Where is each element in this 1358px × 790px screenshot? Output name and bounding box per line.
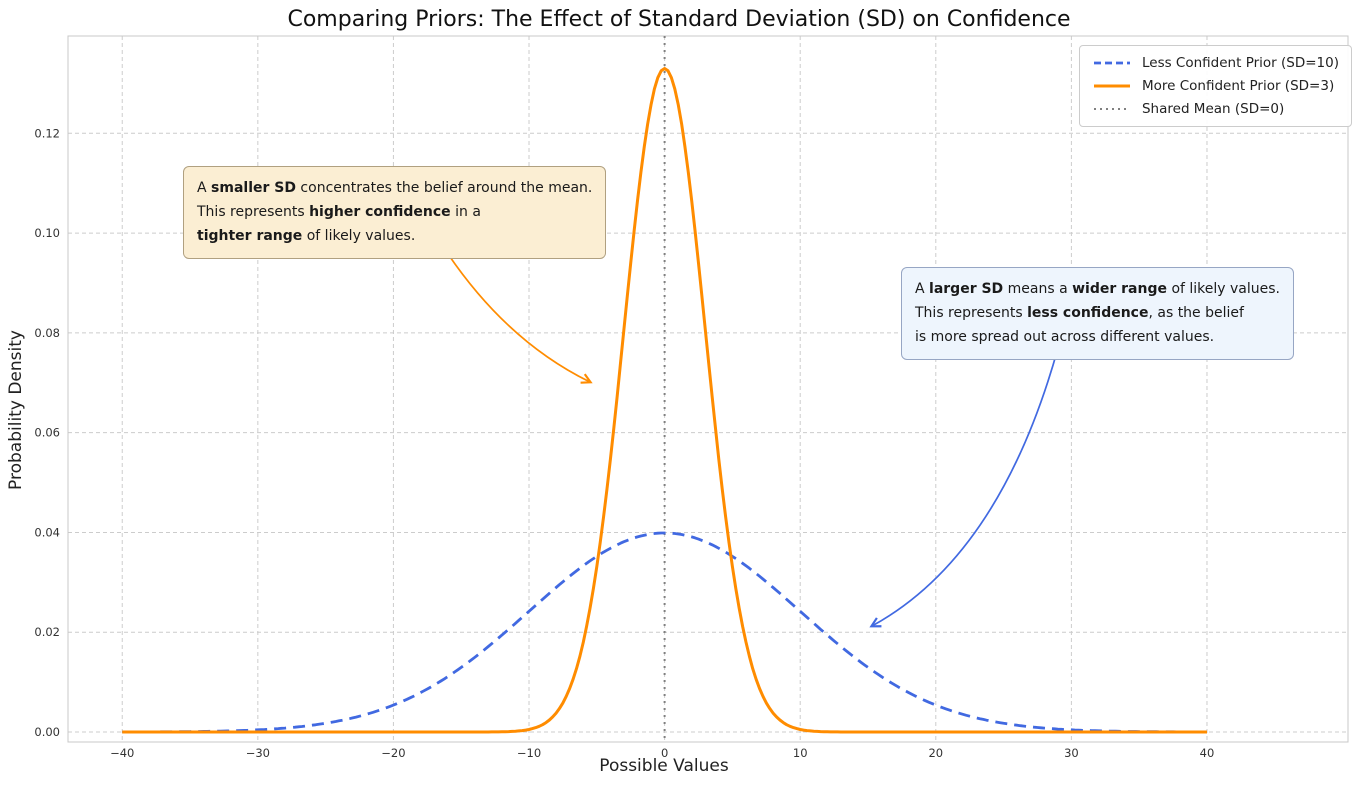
x-tick-label: 20 bbox=[928, 746, 943, 760]
x-axis-label: Possible Values bbox=[599, 756, 729, 776]
legend-label: More Confident Prior (SD=3) bbox=[1141, 78, 1335, 94]
legend: Less Confident Prior (SD=10) More Confid… bbox=[1078, 45, 1352, 127]
annotation-larger-sd: A larger SD means a wider range of likel… bbox=[901, 267, 1295, 361]
y-tick-label: 0.12 bbox=[34, 126, 60, 140]
series-line-sd10 bbox=[122, 531, 1208, 734]
grid bbox=[68, 36, 1348, 742]
y-tick-label: 0.10 bbox=[34, 226, 60, 240]
legend-label: Less Confident Prior (SD=10) bbox=[1141, 55, 1339, 71]
dotted-line-icon bbox=[1093, 108, 1130, 110]
x-tick-label: −30 bbox=[246, 746, 270, 760]
legend-item-less-confident-prior: Less Confident Prior (SD=10) bbox=[1092, 55, 1339, 71]
series-line-sd3 bbox=[122, 67, 1207, 734]
legend-item-shared-mean: Shared Mean (SD=0) bbox=[1092, 101, 1339, 117]
x-tick-label: 40 bbox=[1200, 746, 1215, 760]
legend-label: Shared Mean (SD=0) bbox=[1141, 101, 1285, 117]
x-tick-label: 30 bbox=[1064, 746, 1079, 760]
y-tick-label: 0.02 bbox=[34, 625, 60, 639]
x-tick-label: −10 bbox=[517, 746, 541, 760]
y-tick-label: 0.00 bbox=[34, 725, 60, 739]
chart-title: Comparing Priors: The Effect of Standard… bbox=[287, 7, 1071, 32]
x-tick-label: 10 bbox=[793, 746, 808, 760]
annotation-smaller-sd: A smaller SD concentrates the belief aro… bbox=[183, 166, 607, 260]
solid-line-icon bbox=[1093, 84, 1130, 88]
y-axis-label: Probability Density bbox=[6, 330, 26, 490]
annotation-arrow-larger-sd bbox=[869, 347, 1059, 628]
x-tick-label: −20 bbox=[381, 746, 405, 760]
dashed-line-icon bbox=[1093, 61, 1130, 65]
legend-item-more-confident-prior: More Confident Prior (SD=3) bbox=[1092, 78, 1339, 94]
plot-frame bbox=[67, 35, 1349, 743]
x-tick-label: 0 bbox=[661, 746, 668, 760]
annotation-arrow-smaller-sd bbox=[447, 253, 593, 384]
y-tick-label: 0.08 bbox=[34, 326, 60, 340]
y-tick-label: 0.04 bbox=[34, 525, 60, 539]
y-tick-label: 0.06 bbox=[34, 426, 60, 440]
x-tick-label: −40 bbox=[110, 746, 134, 760]
